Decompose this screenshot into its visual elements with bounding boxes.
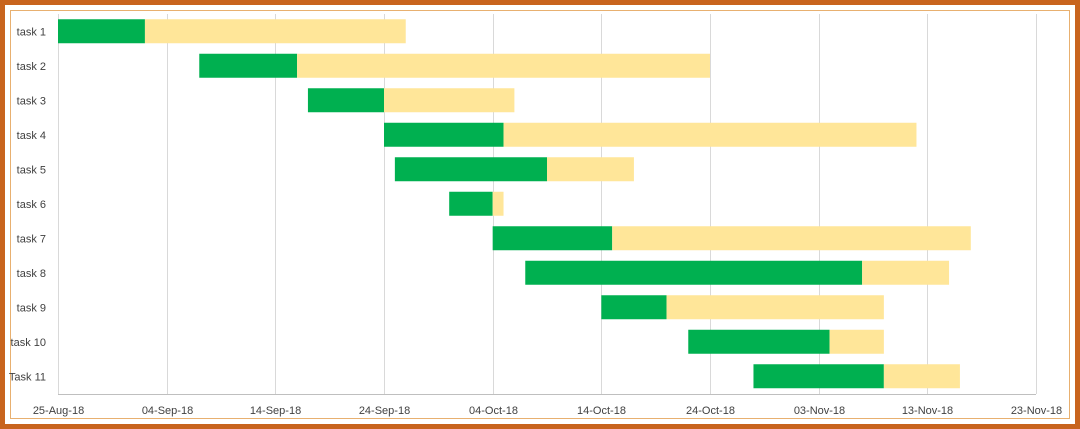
x-tick-label: 14-Oct-18 [577, 405, 626, 417]
remaining-bar-7 [612, 226, 971, 251]
remaining-bar-4 [503, 122, 917, 147]
progress-bar-6 [449, 191, 493, 216]
bar-layer [58, 19, 971, 389]
progress-bar-10 [688, 329, 830, 354]
category-label: task 1 [17, 26, 46, 38]
tick-label-layer: 25-Aug-18 04-Sep-18 14-Sep-18 24-Sep-18 04-O… [33, 405, 1062, 417]
progress-bar-11 [753, 364, 884, 389]
progress-bar-8 [525, 260, 863, 285]
x-tick-label: 24-Oct-18 [686, 405, 735, 417]
category-label: task 7 [17, 233, 46, 245]
progress-bar-5 [394, 157, 547, 182]
category-label: task 4 [17, 130, 46, 142]
category-label: task 10 [11, 337, 46, 349]
progress-bar-1 [58, 19, 145, 44]
remaining-bar-2 [297, 53, 710, 78]
remaining-bar-10 [829, 329, 884, 354]
x-tick-label: 03-Nov-18 [794, 405, 845, 417]
progress-bar-2 [199, 53, 298, 78]
remaining-bar-8 [862, 260, 950, 285]
category-label: task 9 [17, 302, 46, 314]
x-tick-label: 23-Nov-18 [1011, 405, 1062, 417]
category-label: task 8 [17, 268, 46, 280]
x-tick-label: 25-Aug-18 [33, 405, 84, 417]
category-label: task 3 [17, 95, 46, 107]
x-tick-label: 04-Oct-18 [469, 405, 518, 417]
category-label-layer: task 1 task 2 task 3 task 4 task 5 task 6 task… [9, 26, 46, 383]
remaining-bar-6 [492, 191, 504, 216]
x-tick-label: 24-Sep-18 [359, 405, 410, 417]
remaining-bar-3 [384, 88, 515, 113]
x-tick-label: 13-Nov-18 [902, 405, 953, 417]
x-tick-label: 04-Sep-18 [142, 405, 193, 417]
progress-bar-7 [492, 226, 613, 251]
progress-bar-9 [601, 295, 667, 320]
remaining-bar-1 [144, 19, 406, 44]
category-label: Task 11 [9, 371, 46, 383]
category-label: task 5 [17, 164, 46, 176]
progress-bar-3 [307, 88, 384, 113]
chart-frame-inner [10, 10, 1070, 419]
remaining-bar-11 [883, 364, 960, 389]
progress-bar-4 [384, 122, 504, 147]
remaining-bar-9 [666, 295, 884, 320]
category-label: task 6 [17, 199, 46, 211]
remaining-bar-5 [547, 157, 634, 182]
category-label: task 2 [17, 61, 46, 73]
x-tick-label: 14-Sep-18 [250, 405, 301, 417]
